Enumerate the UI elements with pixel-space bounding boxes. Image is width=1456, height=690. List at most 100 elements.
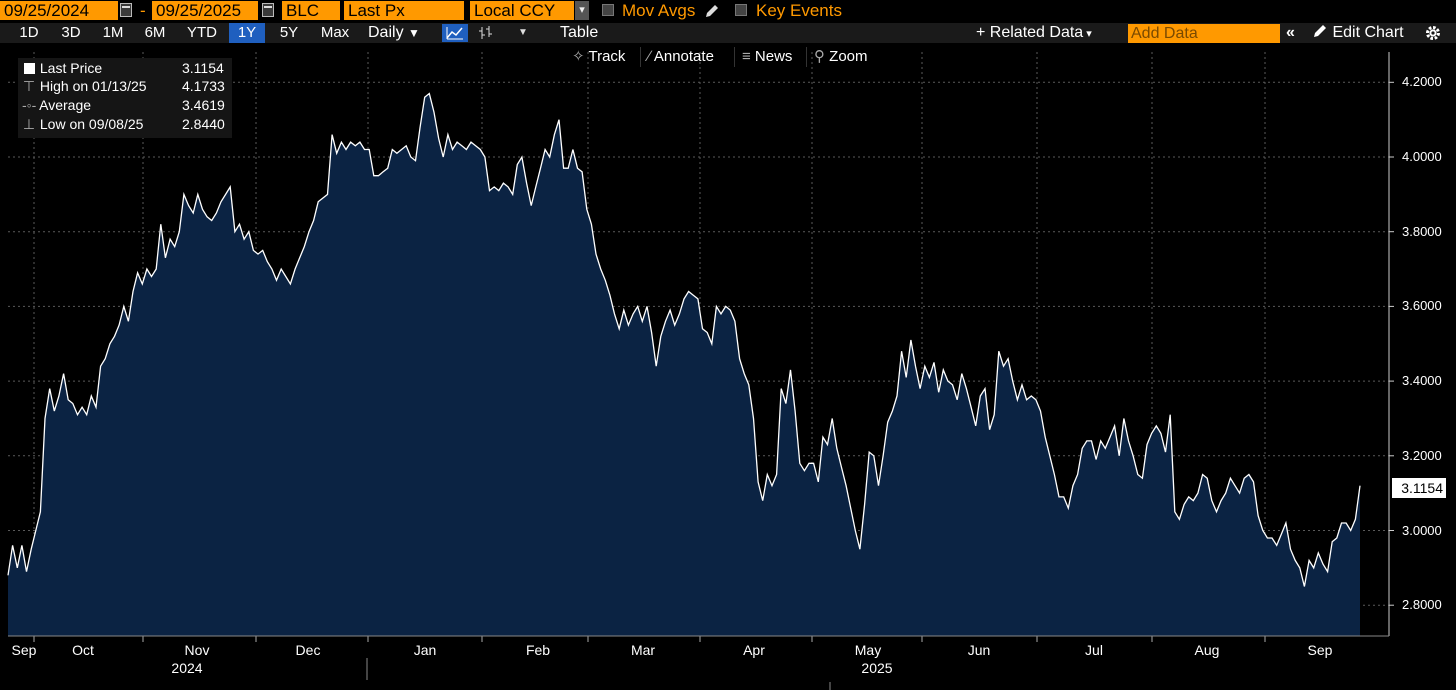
- low-marker-icon: ⊥: [22, 116, 36, 132]
- ohlc-chart-icon[interactable]: [474, 24, 498, 42]
- edit-chart-label: Edit Chart: [1332, 24, 1404, 41]
- zoom-icon: ⚲: [814, 48, 830, 65]
- legend-low-label: Low on 09/08/25: [39, 116, 144, 132]
- y-tick-label: 3.6000: [1402, 298, 1442, 314]
- y-tick-label: 3.8000: [1402, 223, 1442, 239]
- last-price-tag: 3.1154: [1392, 478, 1446, 498]
- tool-divider: [734, 47, 735, 67]
- legend-last-price-value: 3.1154: [182, 60, 224, 76]
- range-1y[interactable]: 1Y: [229, 23, 265, 43]
- gear-icon[interactable]: [1424, 25, 1442, 41]
- range-3d[interactable]: 3D: [61, 24, 81, 41]
- legend-average-value: 3.4619: [182, 97, 225, 113]
- end-calendar-icon[interactable]: [262, 3, 274, 17]
- frequency-selector[interactable]: Daily ▼: [368, 23, 420, 43]
- table-button[interactable]: Table: [560, 24, 599, 41]
- annotate-pen-icon: ∕: [648, 48, 654, 65]
- start-date-field[interactable]: 09/25/2024: [0, 1, 118, 20]
- x-year-label: 2025: [861, 660, 893, 676]
- x-month-label: Feb: [525, 642, 551, 658]
- zoom-button[interactable]: ⚲ Zoom: [814, 47, 868, 67]
- y-tick-label: 2.8000: [1402, 597, 1442, 613]
- security-field[interactable]: BLC: [282, 1, 340, 20]
- range-max[interactable]: Max: [320, 24, 350, 41]
- track-button[interactable]: ✧ Track: [572, 47, 625, 67]
- last-price-swatch-icon: [22, 59, 36, 77]
- related-data-button[interactable]: + Related Data ▾: [976, 23, 1092, 43]
- x-month-label: Jan: [413, 642, 437, 658]
- start-calendar-icon[interactable]: [120, 3, 132, 17]
- legend-low-value: 2.8440: [182, 116, 225, 132]
- y-tick-label: 4.2000: [1402, 74, 1442, 90]
- x-month-label: Oct: [72, 642, 94, 658]
- date-range-dash: -: [140, 1, 146, 20]
- news-icon: ≡: [742, 48, 755, 65]
- range-1m[interactable]: 1M: [102, 24, 124, 41]
- pencil-icon[interactable]: [704, 3, 720, 19]
- range-6m[interactable]: 6M: [144, 24, 166, 41]
- y-tick-label: 3.4000: [1402, 373, 1442, 389]
- related-data-dropdown-icon: ▾: [1083, 28, 1092, 40]
- legend-last-price: Last Price 3.1154: [22, 59, 224, 77]
- price-area: [7, 92, 1361, 636]
- mov-avgs-label[interactable]: Mov Avgs: [622, 1, 696, 20]
- crosshair-icon: ✧: [572, 48, 589, 65]
- currency-dropdown-icon[interactable]: ▾: [575, 1, 589, 20]
- news-label: News: [754, 48, 793, 65]
- chart-type-dropdown-icon[interactable]: ▼: [518, 27, 528, 38]
- track-label: Track: [588, 48, 626, 65]
- price-chart[interactable]: [0, 44, 1456, 690]
- currency-selector[interactable]: Local CCY: [470, 1, 574, 20]
- tool-divider: [640, 47, 641, 67]
- edit-pencil-icon: [1314, 25, 1326, 37]
- annotate-button[interactable]: ∕ Annotate: [648, 47, 714, 67]
- x-year-label: 2024: [171, 660, 203, 676]
- chart-axes: [8, 52, 1394, 690]
- key-events-checkbox[interactable]: [735, 4, 747, 16]
- x-month-label: Sep: [11, 642, 37, 658]
- line-chart-icon[interactable]: [442, 24, 468, 42]
- range-ytd[interactable]: YTD: [187, 24, 217, 41]
- x-month-label: Jun: [967, 642, 991, 658]
- key-events-label[interactable]: Key Events: [756, 1, 842, 20]
- x-month-label: Apr: [743, 642, 765, 658]
- high-marker-icon: ⊤: [22, 78, 36, 94]
- x-month-label: Dec: [295, 642, 321, 658]
- toolbar: 1D 3D 1M 6M YTD 1Y 5Y Max Daily ▼ ▼ Tabl…: [0, 23, 1456, 43]
- edit-chart-button[interactable]: Edit Chart: [1312, 23, 1404, 43]
- legend-high-value: 4.1733: [182, 78, 225, 94]
- legend-high: ⊤ High on 01/13/25 4.1733: [22, 77, 225, 95]
- plus-icon: +: [976, 24, 990, 41]
- news-button[interactable]: ≡ News: [742, 47, 792, 67]
- legend-low: ⊥ Low on 09/08/25 2.8440: [22, 115, 225, 133]
- range-5y[interactable]: 5Y: [279, 24, 299, 41]
- add-data-input[interactable]: Add Data: [1128, 24, 1280, 43]
- frequency-dropdown-icon: ▼: [408, 26, 420, 40]
- x-month-label: Nov: [184, 642, 210, 658]
- price-line: [7, 92, 1361, 587]
- legend-last-price-label: Last Price: [39, 60, 103, 76]
- double-chevron-left-icon[interactable]: «: [1286, 24, 1295, 41]
- x-month-label: Sep: [1307, 642, 1333, 658]
- price-area-fill: [8, 93, 1360, 636]
- legend-average-label: Average: [39, 97, 92, 113]
- top-bar: 09/25/2024 - 09/25/2025 BLC Last Px Loca…: [0, 0, 1456, 22]
- y-tick-label: 3.0000: [1402, 522, 1442, 538]
- mov-avgs-checkbox[interactable]: [602, 4, 614, 16]
- range-1d[interactable]: 1D: [19, 24, 39, 41]
- x-month-label: May: [854, 642, 882, 658]
- x-month-label: Jul: [1085, 642, 1103, 658]
- legend-high-label: High on 01/13/25: [39, 78, 147, 94]
- annotate-label: Annotate: [653, 48, 714, 65]
- y-tick-label: 4.0000: [1402, 149, 1442, 164]
- field-selector[interactable]: Last Px: [344, 1, 464, 20]
- average-marker-icon: -◦-: [22, 97, 37, 113]
- x-month-label: Mar: [630, 642, 656, 658]
- chart-legend: Last Price 3.1154 ⊤ High on 01/13/25 4.1…: [18, 58, 232, 138]
- tool-divider: [806, 47, 807, 67]
- legend-average: -◦- Average 3.4619: [22, 96, 225, 114]
- related-data-label: Related Data: [989, 24, 1084, 41]
- y-tick-label: 3.2000: [1402, 447, 1442, 463]
- frequency-label: Daily: [368, 24, 404, 41]
- end-date-field[interactable]: 09/25/2025: [152, 1, 258, 20]
